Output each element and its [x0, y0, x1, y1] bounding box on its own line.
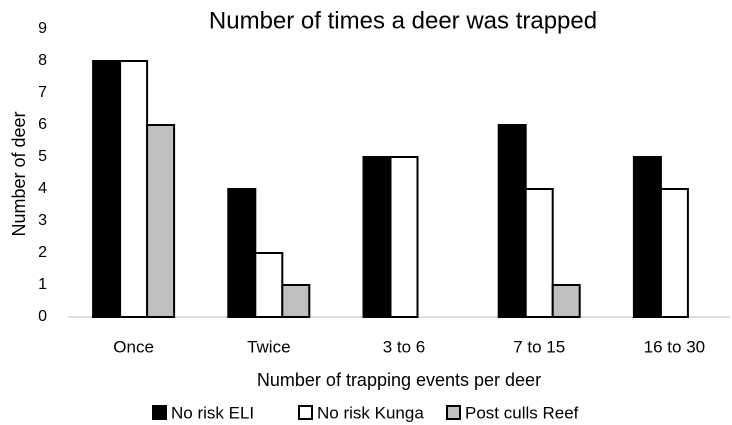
legend-label: Post culls Reef [465, 403, 579, 422]
bar [362, 156, 392, 318]
x-tick-label: Once [113, 337, 154, 356]
x-tick-label: Twice [247, 337, 290, 356]
y-tick-label: 9 [38, 20, 47, 37]
bar [146, 124, 176, 318]
y-tick-label: 4 [38, 180, 47, 197]
legend-swatch [446, 405, 461, 420]
bar [497, 124, 527, 318]
y-tick-label: 1 [38, 276, 47, 293]
bar [551, 284, 581, 318]
y-tick-label: 2 [38, 244, 47, 261]
chart-title: Number of times a deer was trapped [209, 7, 597, 34]
bar [389, 156, 419, 318]
y-tick-label: 6 [38, 116, 47, 133]
bar [281, 284, 311, 318]
legend-label: No risk Kunga [317, 403, 424, 422]
x-tick-label: 16 to 30 [644, 337, 705, 356]
bar [524, 188, 554, 318]
legend-swatch [152, 405, 167, 420]
bar [119, 60, 149, 318]
bar [632, 156, 662, 318]
x-tick-label: 3 to 6 [383, 337, 426, 356]
y-tick-label: 5 [38, 148, 47, 165]
y-tick-label: 8 [38, 52, 47, 69]
y-tick-label: 7 [38, 84, 47, 101]
bar [254, 252, 284, 318]
x-tick-label: 7 to 15 [513, 337, 565, 356]
legend-label: No risk ELI [171, 403, 254, 422]
legend-swatch [298, 405, 313, 420]
x-axis-label: Number of trapping events per deer [257, 370, 541, 390]
bar [92, 60, 122, 318]
bar [659, 188, 689, 318]
y-axis-label: Number of deer [9, 111, 29, 236]
bar [227, 188, 257, 318]
y-tick-label: 0 [38, 308, 47, 325]
y-tick-label: 3 [38, 212, 47, 229]
